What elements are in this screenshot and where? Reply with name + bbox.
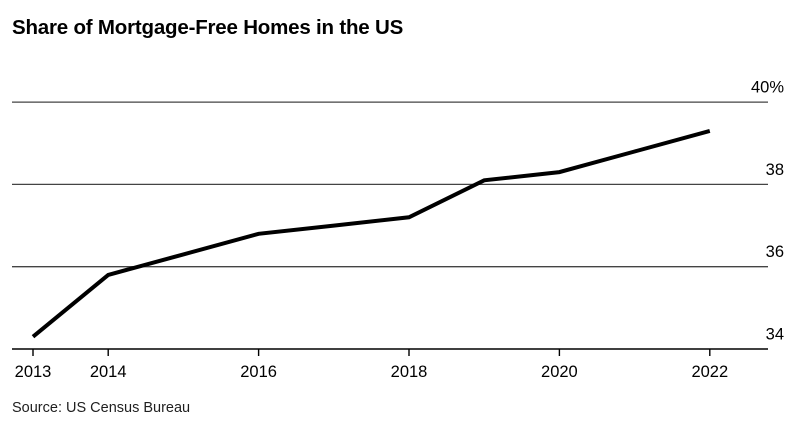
x-tick-label-2022: 2022 [691,363,728,381]
y-tick-label-38: 38 [766,161,784,179]
data-line-series [31,128,711,339]
y-tick-label-36: 36 [766,243,784,261]
chart-source: Source: US Census Bureau [12,400,191,416]
chart-title: Share of Mortgage-Free Homes in the US [12,16,404,39]
x-tick-label-2014: 2014 [90,363,127,381]
x-tick-label-2018: 2018 [391,363,428,381]
y-tick-label-40: 40% [751,79,784,97]
x-tick-label-2016: 2016 [240,363,277,381]
x-tick-label-2013: 2013 [15,363,52,381]
y-tick-label-34: 34 [766,326,784,344]
x-tick-label-2020: 2020 [541,363,578,381]
